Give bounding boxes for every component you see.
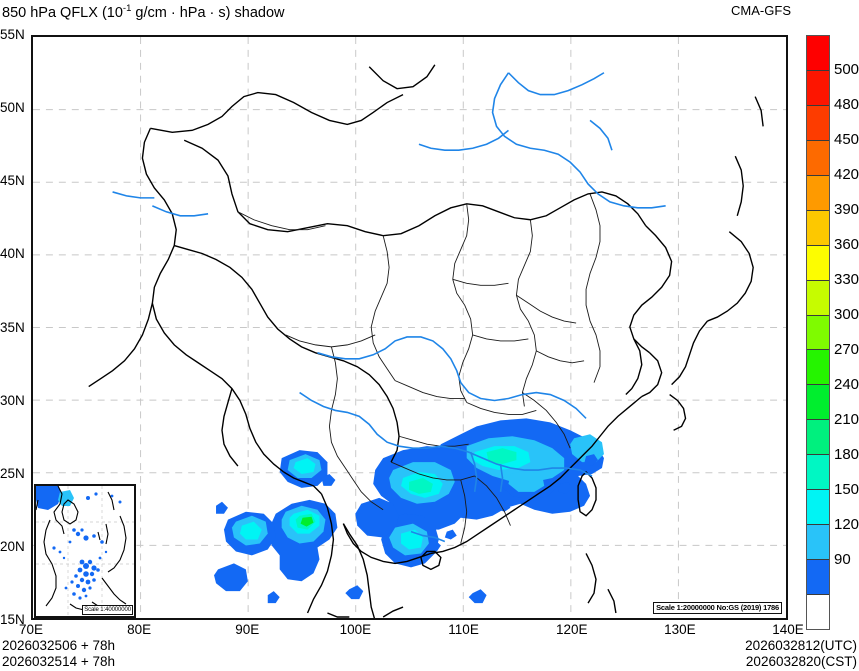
lat-tick-30N: 30N <box>0 392 25 408</box>
colorbar-tick-480: 480 <box>834 96 859 113</box>
colorbar-band-15 <box>807 559 829 594</box>
map-scale-stamp: Scale 1:20000000 No:GS (2019) 1786 <box>653 602 782 614</box>
colorbar-band-14 <box>807 524 829 560</box>
colorbar-band-7 <box>807 279 829 315</box>
lon-tick-130E: 130E <box>664 622 696 637</box>
lat-tick-50N: 50N <box>0 100 25 116</box>
colorbar[interactable]: 500 480 450 420 390 360 330 300 270 240 210 180 150 1… <box>806 35 859 630</box>
footer-init-cst: 2026032514 + 78h <box>2 654 115 669</box>
figure-title-main: 850 hPa QFLX (10 <box>2 4 123 21</box>
lat-tick-15N: 15N <box>0 612 25 627</box>
colorbar-tick-150: 150 <box>834 481 859 498</box>
colorbar-band-3 <box>807 139 829 175</box>
colorbar-tick-240: 240 <box>834 376 859 393</box>
colorbar-band-8 <box>807 314 829 350</box>
inset-map-south-china-sea[interactable]: Scale 1:40000000 <box>34 484 136 618</box>
map-canvas <box>33 37 786 618</box>
lon-tick-90E: 90E <box>235 622 260 637</box>
colorbar-tick-210: 210 <box>834 411 859 428</box>
figure-title: 850 hPa QFLX (10-1 g/cm · hPa · s) shado… <box>2 1 284 21</box>
lat-tick-45N: 45N <box>0 173 25 189</box>
colorbar-band-13 <box>807 489 829 525</box>
colorbar-tick-390: 390 <box>834 201 859 218</box>
colorbar-tick-120: 120 <box>834 516 859 533</box>
qflx-shaded-field <box>214 418 604 604</box>
colorbar-bands <box>806 35 830 630</box>
inset-map-canvas <box>36 486 134 616</box>
colorbar-tick-500: 500 <box>834 61 859 78</box>
colorbar-band-10 <box>807 384 829 420</box>
footer-init-utc: 2026032506 + 78h <box>2 638 115 653</box>
colorbar-band-1 <box>807 69 829 105</box>
inset-qflx-field <box>36 486 122 600</box>
colorbar-tick-270: 270 <box>834 341 859 358</box>
colorbar-band-0 <box>807 36 829 70</box>
footer-valid-utc: 2026032812(UTC) <box>745 638 857 653</box>
lat-tick-40N: 40N <box>0 246 25 262</box>
colorbar-band-11 <box>807 419 829 455</box>
lon-tick-110E: 110E <box>448 622 479 637</box>
colorbar-band-9 <box>807 349 829 385</box>
colorbar-band-12 <box>807 454 829 490</box>
lon-tick-70E: 70E <box>18 622 44 637</box>
lon-tick-140E: 140E <box>772 622 804 637</box>
lat-tick-35N: 35N <box>0 319 25 335</box>
map-panel[interactable]: Scale 1:20000000 No:GS (2019) 1786 <box>31 35 788 620</box>
colorbar-band-2 <box>807 104 829 140</box>
colorbar-tick-330: 330 <box>834 271 859 288</box>
colorbar-tick-300: 300 <box>834 306 859 323</box>
lat-tick-20N: 20N <box>0 538 25 554</box>
colorbar-band-5 <box>807 209 829 245</box>
figure-title-rest: g/cm · hPa · s) shadow <box>131 4 285 21</box>
lon-tick-100E: 100E <box>339 622 372 637</box>
colorbar-tick-450: 450 <box>834 131 859 148</box>
coastlines-and-borders <box>88 64 764 618</box>
inset-scale-stamp: Scale 1:40000000 <box>82 605 133 615</box>
footer-valid-cst: 2026032820(CST) <box>745 654 857 669</box>
colorbar-tick-360: 360 <box>834 236 859 253</box>
figure-title-exponent: -1 <box>122 3 132 14</box>
colorbar-tick-90: 90 <box>834 551 851 568</box>
lat-tick-25N: 25N <box>0 465 25 481</box>
lon-tick-80E: 80E <box>127 622 152 637</box>
model-label: CMA-GFS <box>731 3 791 18</box>
colorbar-tick-180: 180 <box>834 446 859 463</box>
lat-tick-55N: 55N <box>0 27 25 42</box>
colorbar-tick-420: 420 <box>834 166 859 183</box>
colorbar-band-16 <box>807 594 829 629</box>
colorbar-band-4 <box>807 174 829 210</box>
inset-coastlines <box>36 486 127 611</box>
colorbar-band-6 <box>807 244 829 280</box>
rivers <box>112 72 666 543</box>
lon-tick-120E: 120E <box>555 622 588 637</box>
